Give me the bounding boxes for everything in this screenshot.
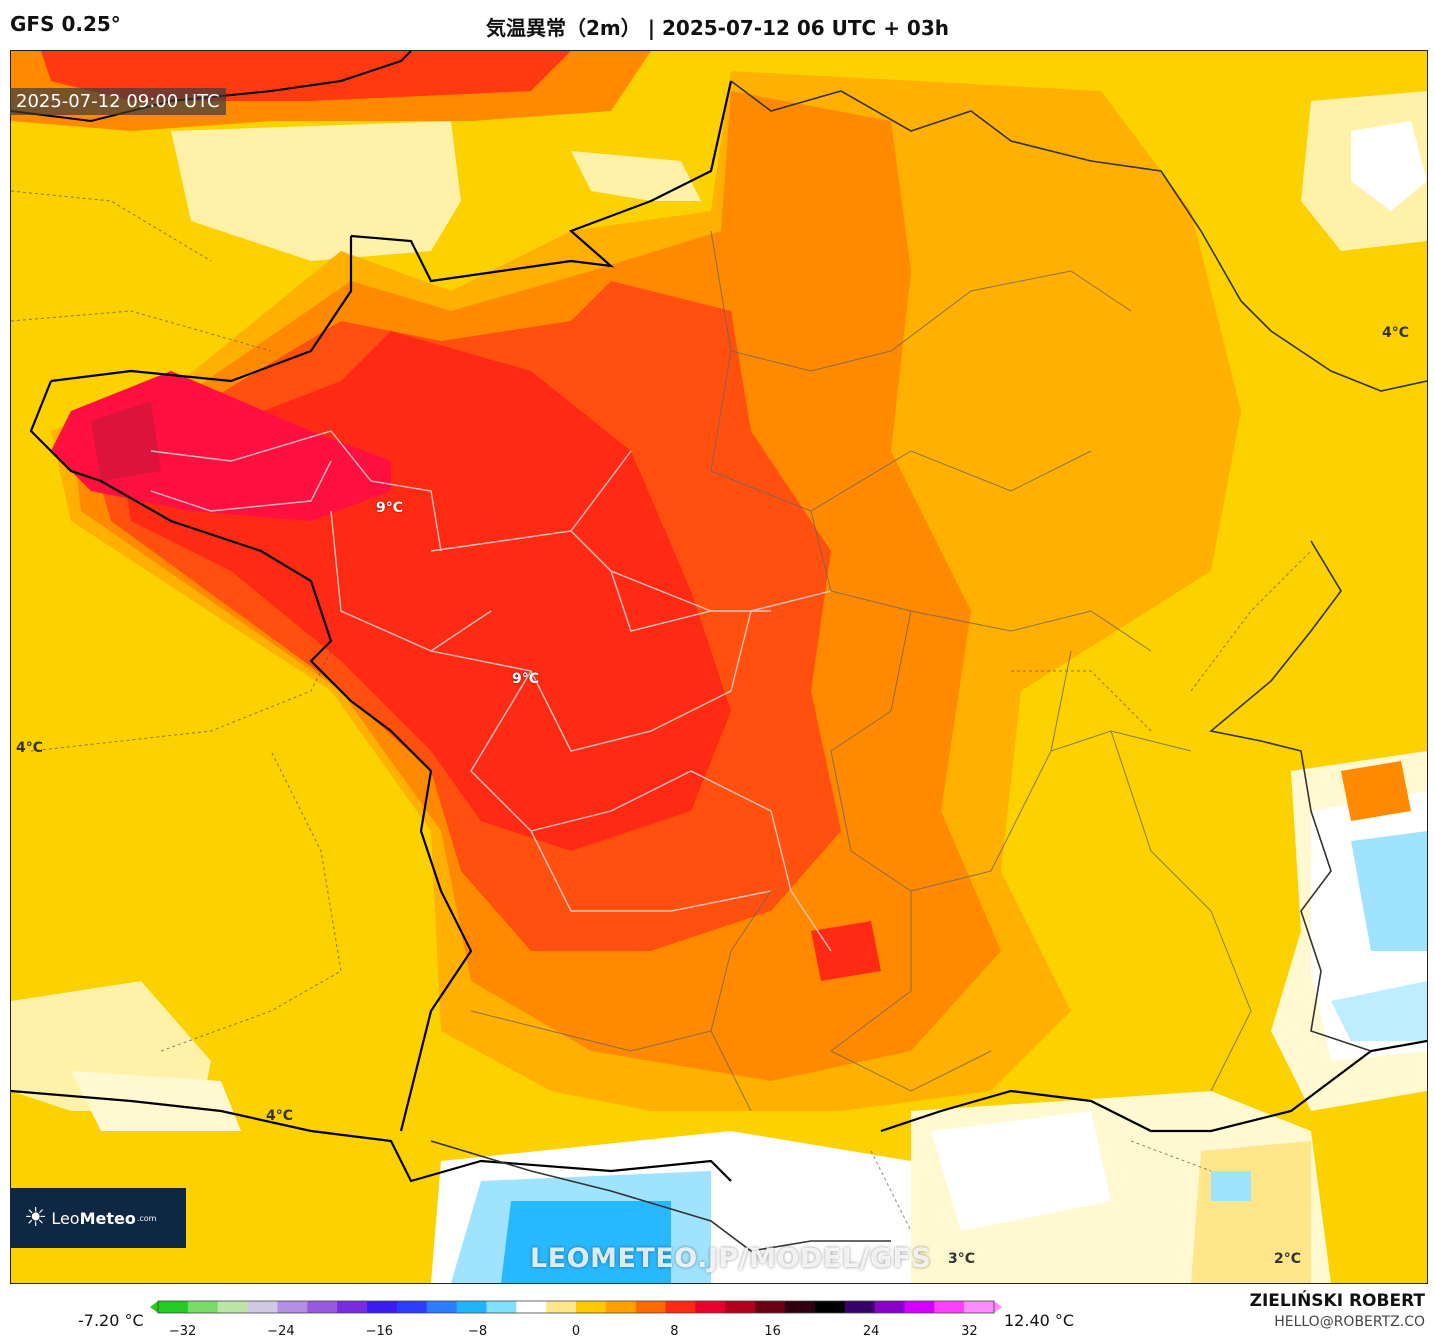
colorbar-cell xyxy=(576,1301,607,1313)
colorbar-cell xyxy=(874,1301,905,1313)
anomaly-map[interactable] xyxy=(10,50,1428,1284)
colorbar-cell xyxy=(785,1301,816,1313)
colorbar-tick-label: 0 xyxy=(571,1324,581,1339)
colorbar-cell xyxy=(426,1301,458,1313)
colorbar-cell xyxy=(814,1301,846,1313)
coastline xyxy=(11,80,1427,1183)
contour-label: 9°C xyxy=(376,500,404,516)
colorbar-cell xyxy=(158,1301,189,1313)
author-name: ZIELIŃSKI ROBERT xyxy=(1249,1291,1425,1311)
map-canvas xyxy=(11,51,1427,1283)
colorbar-tick-label: −8 xyxy=(468,1324,488,1339)
uk-coastline xyxy=(11,51,412,123)
colorbar-cell xyxy=(456,1301,487,1313)
colorbar-cell xyxy=(187,1301,219,1313)
colorbar-cell xyxy=(277,1301,308,1313)
colorbar-cell xyxy=(725,1301,756,1313)
pale-zone-channel xyxy=(571,151,701,201)
valid-time-badge: 2025-07-12 09:00 UTC xyxy=(10,88,226,115)
colorbar-cells xyxy=(150,1301,1002,1313)
colorbar xyxy=(150,1300,1002,1314)
contour-lines xyxy=(11,190,1312,1232)
colorbar-cell xyxy=(605,1301,637,1313)
colorbar-cell xyxy=(337,1301,368,1313)
colorbar-min-arrow xyxy=(150,1301,158,1313)
colorbar-cell xyxy=(695,1301,726,1313)
colorbar-tick-label: 16 xyxy=(764,1324,781,1339)
pale-zone-biscay xyxy=(71,1071,241,1131)
colorbar-cell xyxy=(486,1301,517,1313)
colorbar-cell xyxy=(367,1301,398,1313)
colorbar-cell xyxy=(934,1301,965,1313)
contour-label: 4°C xyxy=(16,740,44,756)
colorbar-cell xyxy=(844,1301,876,1313)
colorbar-max-arrow xyxy=(994,1301,1002,1313)
colorbar-cell xyxy=(307,1301,338,1313)
colorbar-tick-label: −24 xyxy=(267,1324,295,1339)
med-white xyxy=(931,1111,1111,1231)
contour-label: 4°C xyxy=(266,1108,294,1124)
colorbar-cell xyxy=(755,1301,786,1313)
contour-label: 2°C xyxy=(1274,1251,1302,1267)
colorbar-min-label: -7.20 °C xyxy=(78,1311,144,1330)
leometeo-logo[interactable]: ☀ Leo Meteo .com xyxy=(10,1188,186,1248)
colorbar-tick-label: −16 xyxy=(365,1324,394,1339)
alps-cool-blue xyxy=(1351,831,1427,951)
colorbar-cell xyxy=(516,1301,547,1313)
colorbar-cell xyxy=(217,1301,249,1313)
hot-spot-alps xyxy=(1341,761,1411,821)
colorbar-cell xyxy=(665,1301,696,1313)
pale-zone-north xyxy=(171,121,461,261)
colorbar-tick-label: 24 xyxy=(862,1324,880,1339)
pyrenees-blue xyxy=(501,1201,671,1283)
department-borders-east xyxy=(470,230,1252,1112)
contour-label: 9°C xyxy=(512,671,540,687)
colorbar-max-label: 12.40 °C xyxy=(1004,1311,1075,1330)
colorbar-tick-label: 32 xyxy=(961,1324,978,1339)
alps-cool-blue-2 xyxy=(1331,981,1427,1041)
hot-spot-south xyxy=(811,921,881,981)
model-label: GFS 0.25° xyxy=(10,12,121,36)
national-border xyxy=(430,80,1427,1252)
map-title: 気温異常（2m） | 2025-07-12 06 UTC + 03h xyxy=(486,16,949,40)
colorbar-tick-label: 8 xyxy=(670,1324,679,1339)
colorbar-cell xyxy=(396,1301,428,1313)
white-zone-ne xyxy=(1351,121,1427,211)
colorbar-cell xyxy=(247,1301,278,1313)
region-borders-west xyxy=(150,430,832,952)
logo-suffix: .com xyxy=(136,1213,157,1223)
author-email[interactable]: HELLO@ROBERTZ.CO xyxy=(1274,1314,1425,1330)
colorbar-cell xyxy=(964,1301,995,1313)
corsica-blue xyxy=(1211,1171,1251,1201)
colorbar-frame xyxy=(157,1300,995,1314)
colorbar-cell xyxy=(546,1301,577,1313)
logo-brand-bold: Meteo xyxy=(79,1208,136,1228)
colorbar-cell xyxy=(635,1301,667,1313)
colorbar-tick-label: −32 xyxy=(168,1324,197,1339)
contour-label: 4°C xyxy=(1382,325,1410,341)
colorbar-cell xyxy=(904,1301,935,1313)
sun-icon: ☀ xyxy=(24,1203,48,1233)
warm-core-finistere xyxy=(91,401,161,481)
logo-brand-light: Leo xyxy=(51,1208,80,1228)
contour-label: 3°C xyxy=(948,1251,976,1267)
url-watermark[interactable]: LEOMETEO.JP/MODEL/GFS xyxy=(530,1243,932,1274)
